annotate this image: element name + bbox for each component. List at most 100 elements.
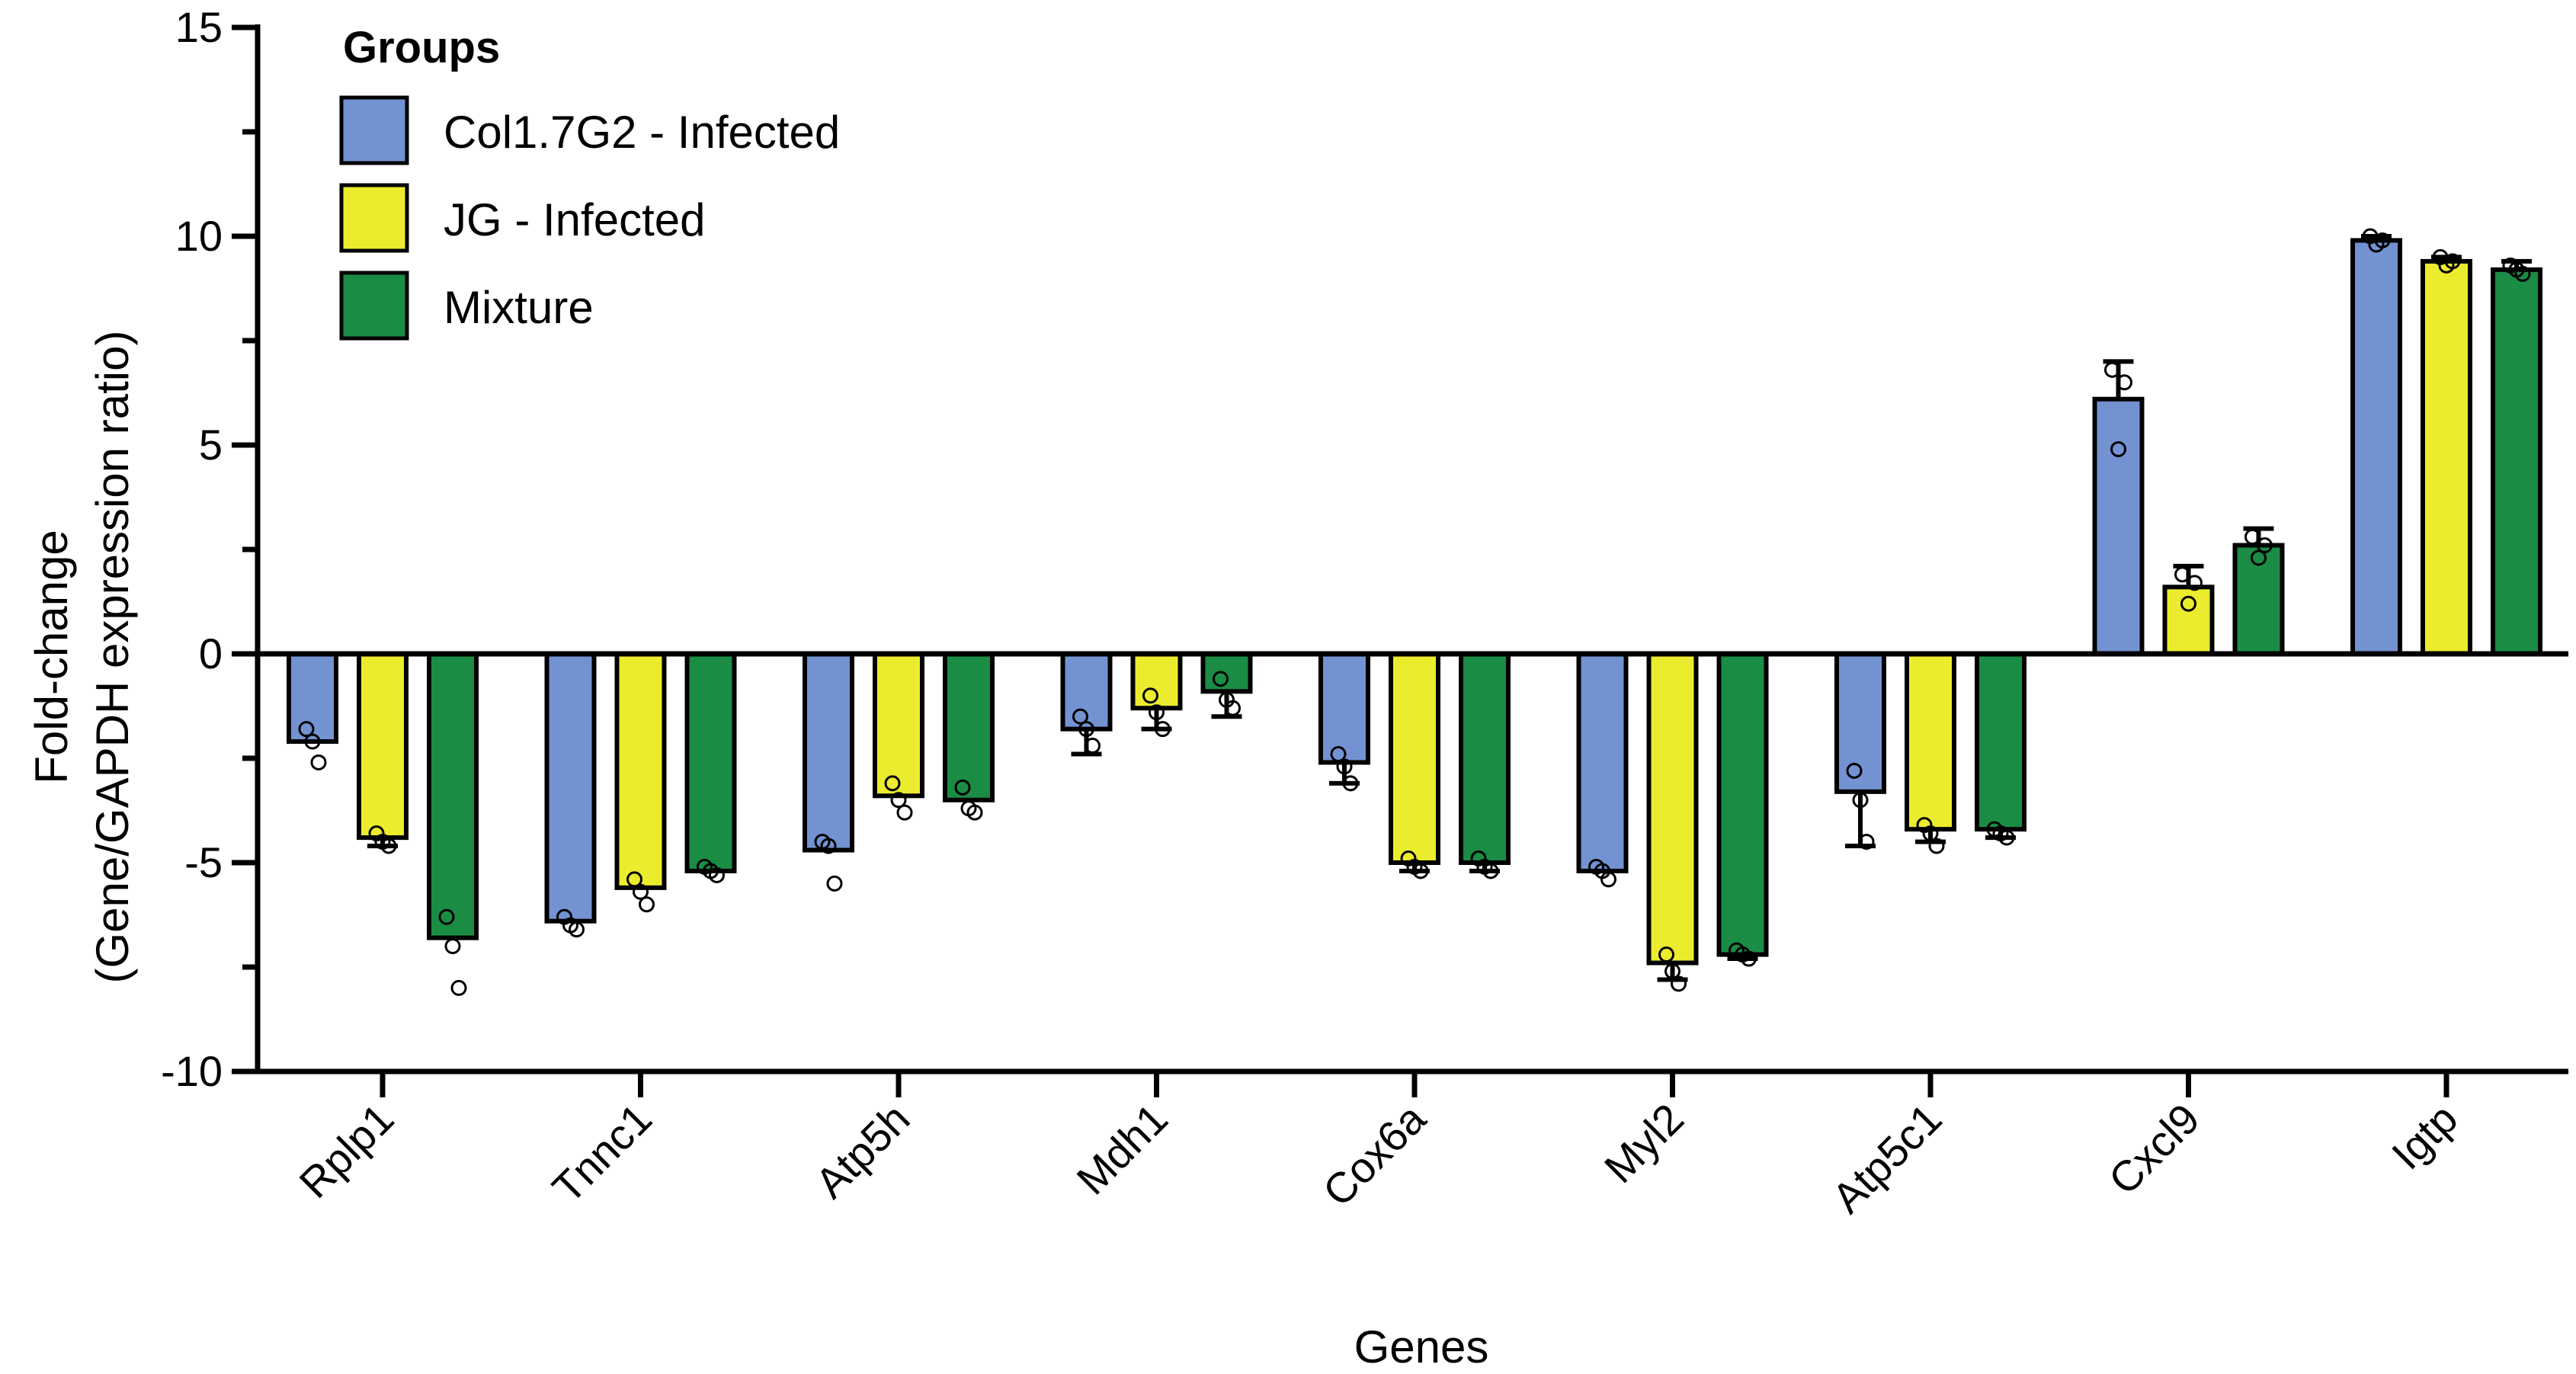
data-point-atp5c1-series-1-rep-2 [1928, 838, 1945, 854]
bar-igtp-series-0 [2350, 238, 2402, 657]
legend-swatch-2 [339, 271, 409, 341]
bar-tnnc1-series-2 [684, 652, 737, 873]
data-point-cox6a-series-0-rep-2 [1342, 775, 1359, 792]
data-point-rplp1-series-1-rep-2 [380, 838, 397, 854]
bar-cxcl9-series-2 [2232, 543, 2285, 657]
data-point-cox6a-series-0-rep-1 [1336, 758, 1353, 775]
data-point-cxcl9-series-1-rep-2 [2187, 575, 2203, 591]
bar-atp5h-series-2 [943, 652, 995, 802]
data-point-atp5h-series-2-rep-0 [954, 779, 971, 796]
x-tick-label-mdh1: Mdh1 [1067, 1094, 1177, 1204]
data-point-tnnc1-series-2-rep-2 [709, 866, 725, 883]
data-point-mdh1-series-1-rep-2 [1155, 721, 1171, 738]
data-point-myl2-series-1-rep-2 [1671, 975, 1687, 992]
data-point-atp5h-series-2-rep-2 [966, 804, 983, 821]
data-point-cxcl9-series-1-rep-1 [2180, 595, 2196, 612]
bar-igtp-series-2 [2491, 267, 2542, 656]
legend-item-2[interactable]: Mixture [339, 271, 594, 341]
data-point-cox6a-series-0-rep-0 [1330, 746, 1347, 763]
bar-tnnc1-series-0 [544, 652, 597, 924]
y-tick-label-1: -5 [184, 838, 223, 886]
data-point-myl2-series-0-rep-2 [1600, 871, 1616, 888]
data-point-cox6a-series-2-rep-2 [1482, 863, 1499, 879]
legend: Groups Col1.7G2 - Infected JG - Infected… [339, 23, 840, 341]
bar-myl2-series-1 [1646, 652, 1699, 966]
y-tick-label-5: 15 [175, 3, 223, 51]
data-point-tnnc1-series-1-rep-2 [639, 896, 655, 913]
bar-rplp1-series-2 [427, 652, 479, 940]
data-point-myl2-series-2-rep-2 [1741, 950, 1757, 967]
data-point-tnnc1-series-0-rep-2 [569, 921, 585, 938]
legend-swatch-0 [339, 95, 409, 165]
data-point-cxcl9-series-1-rep-0 [2174, 566, 2190, 583]
y-tick-label-0: -10 [161, 1047, 223, 1095]
data-point-mdh1-series-2-rep-0 [1213, 671, 1229, 687]
y-axis-title-line2: (Gene/GAPDH expression ratio) [87, 331, 138, 984]
data-point-atp5h-series-0-rep-1 [820, 838, 837, 854]
data-point-rplp1-series-2-rep-2 [450, 979, 467, 996]
data-point-igtp-series-2-rep-2 [2514, 265, 2531, 282]
data-point-atp5c1-series-0-rep-1 [1852, 792, 1869, 809]
bar-atp5h-series-1 [873, 652, 924, 799]
legend-label-2: Mixture [444, 282, 594, 333]
data-point-rplp1-series-2-rep-0 [438, 908, 455, 925]
data-point-atp5c1-series-0-rep-0 [1846, 762, 1863, 779]
data-point-mdh1-series-0-rep-0 [1072, 708, 1088, 725]
x-tick-label-myl2: Myl2 [1595, 1094, 1693, 1192]
data-point-rplp1-series-0-rep-0 [298, 721, 315, 738]
y-axis-title-line1: Fold-change [26, 530, 77, 784]
data-point-cox6a-series-1-rep-2 [1412, 863, 1429, 879]
data-point-cxcl9-series-0-rep-0 [2104, 361, 2120, 378]
data-point-atp5h-series-1-rep-0 [884, 775, 901, 792]
bar-atp5c1-series-2 [1975, 652, 2027, 832]
bar-rplp1-series-1 [357, 652, 409, 841]
data-point-atp5h-series-1-rep-1 [890, 792, 907, 809]
data-point-rplp1-series-0-rep-2 [310, 754, 327, 770]
data-point-mdh1-series-0-rep-2 [1085, 738, 1101, 754]
x-tick-label-tnnc1: Tnnc1 [543, 1094, 661, 1212]
data-point-myl2-series-1-rep-0 [1658, 946, 1674, 963]
legend-swatch-1 [339, 183, 409, 253]
bar-myl2-series-2 [1716, 652, 1769, 957]
x-tick-label-igtp: Igtp [2382, 1094, 2467, 1179]
y-tick-label-2: 0 [199, 629, 223, 677]
bar-cxcl9-series-0 [2092, 396, 2145, 656]
data-point-cxcl9-series-2-rep-0 [2244, 529, 2260, 546]
bar-igtp-series-1 [2421, 258, 2472, 656]
data-point-atp5h-series-1-rep-2 [896, 804, 913, 821]
data-point-tnnc1-series-1-rep-0 [626, 871, 642, 888]
data-point-mdh1-series-1-rep-1 [1149, 704, 1165, 721]
data-point-cxcl9-series-0-rep-2 [2116, 374, 2132, 391]
data-point-atp5c1-series-2-rep-2 [1998, 829, 2015, 846]
data-point-mdh1-series-1-rep-0 [1142, 687, 1158, 704]
y-tick-label-4: 10 [175, 212, 223, 260]
bar-myl2-series-0 [1576, 652, 1629, 873]
data-point-mdh1-series-2-rep-2 [1225, 700, 1241, 716]
bar-mdh1-series-2 [1200, 652, 1253, 694]
x-tick-label-cox6a: Cox6a [1313, 1094, 1435, 1215]
bar-cox6a-series-1 [1389, 652, 1440, 865]
y-tick-label-3: 5 [199, 421, 223, 469]
legend-title: Groups [343, 23, 500, 72]
data-point-igtp-series-0-rep-2 [2374, 232, 2391, 248]
x-axis-title: Genes [1354, 1321, 1489, 1372]
data-point-igtp-series-1-rep-2 [2444, 253, 2461, 270]
data-points-layer [298, 228, 2531, 996]
legend-item-1[interactable]: JG - Infected [339, 183, 705, 253]
bar-cox6a-series-0 [1318, 652, 1370, 765]
data-point-cxcl9-series-2-rep-2 [2257, 537, 2273, 554]
bar-atp5h-series-0 [803, 652, 854, 853]
data-point-cxcl9-series-2-rep-1 [2251, 549, 2267, 566]
bar-cox6a-series-2 [1459, 652, 1511, 865]
bar-tnnc1-series-1 [614, 652, 667, 890]
bar-atp5c1-series-1 [1905, 652, 1956, 832]
data-point-atp5c1-series-0-rep-2 [1858, 834, 1875, 850]
legend-label-1: JG - Infected [444, 194, 705, 245]
x-tick-label-atp5c1: Atp5c1 [1823, 1094, 1951, 1222]
legend-item-0[interactable]: Col1.7G2 - Infected [339, 95, 840, 165]
legend-label-0: Col1.7G2 - Infected [444, 107, 840, 158]
data-point-rplp1-series-2-rep-1 [444, 938, 461, 955]
data-point-tnnc1-series-1-rep-1 [633, 883, 649, 900]
x-tick-label-rplp1: Rplp1 [290, 1094, 402, 1207]
